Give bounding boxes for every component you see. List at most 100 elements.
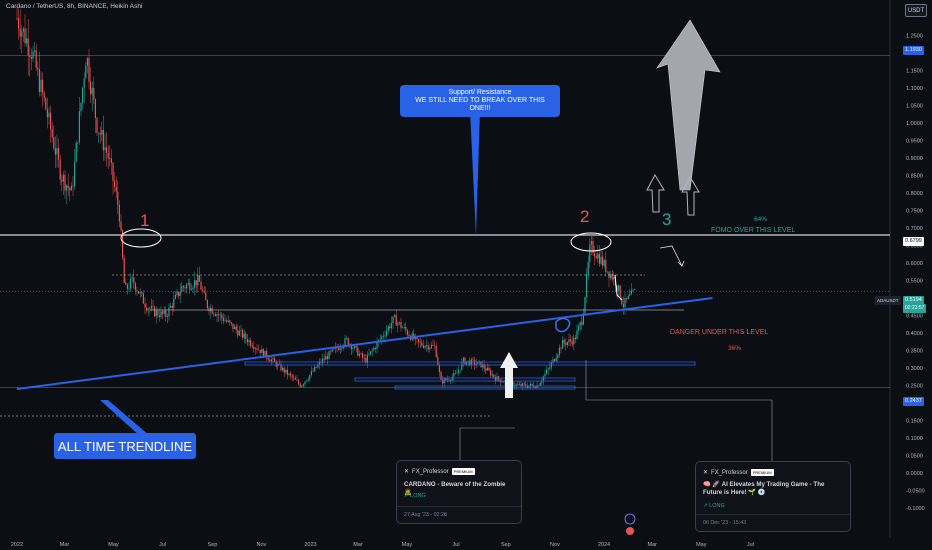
fomo-pct: 64%: [754, 216, 767, 223]
candle-body: [560, 347, 562, 349]
event-icon-1[interactable]: [624, 513, 636, 525]
candle-body: [461, 362, 463, 370]
candle-body: [123, 257, 125, 283]
candle-body: [211, 307, 213, 314]
candle-body: [632, 290, 634, 291]
price-tick-label: 1.2500: [906, 34, 923, 40]
candle-body: [19, 28, 21, 37]
candle-body: [122, 230, 124, 258]
candle-body: [90, 81, 92, 95]
candle-body: [296, 379, 298, 381]
candle-body: [205, 292, 207, 301]
candle-body: [494, 377, 496, 381]
candle-body: [624, 298, 626, 308]
idea-card-1[interactable]: ✕ FX_Professor PREMIUM CARDANO - Beware …: [396, 460, 522, 524]
candle-body: [445, 378, 447, 380]
candle-body: [374, 347, 376, 349]
candle-body: [157, 310, 159, 316]
candle-body: [477, 361, 479, 365]
candle-body: [43, 92, 45, 99]
time-tick-label: Nov: [257, 542, 267, 548]
candle-body: [173, 298, 175, 308]
candle-body: [138, 291, 140, 294]
price-tick-label: 0.4000: [906, 331, 923, 337]
time-tick-label: May: [696, 542, 707, 548]
candle-body: [206, 300, 208, 309]
idea-separator-1: [397, 506, 521, 507]
candle-body: [398, 322, 400, 323]
candle-body: [437, 356, 439, 366]
candle-body: [274, 358, 276, 362]
candle-body: [621, 298, 623, 305]
candle-body: [462, 357, 464, 363]
candle-body: [258, 349, 260, 351]
candle-body: [362, 353, 364, 359]
candle-body: [578, 326, 580, 331]
candle-body: [315, 366, 317, 368]
candle-body: [170, 305, 172, 308]
candle-body: [72, 185, 74, 187]
hand-icon: [555, 317, 571, 333]
all-time-trendline: [16, 297, 713, 390]
callout-line-1: Support/ Resistance: [448, 89, 512, 96]
candle-body: [77, 142, 79, 143]
idea-direction-1: ↗ LONG: [404, 493, 426, 499]
candle-body: [312, 371, 314, 372]
candle-body: [474, 360, 476, 365]
candle-body: [64, 174, 66, 191]
candle-body: [309, 374, 311, 380]
candle-body: [475, 364, 477, 365]
candle-body: [286, 369, 288, 375]
candle-body: [610, 274, 612, 278]
candle-body: [530, 383, 532, 386]
candle-body: [458, 370, 460, 374]
candle-body: [576, 330, 578, 340]
candle-body: [192, 287, 194, 290]
candle-body: [402, 327, 404, 329]
candle-body: [386, 330, 388, 336]
candle-body: [230, 322, 232, 324]
candle-body: [250, 340, 252, 346]
candle-body: [307, 379, 309, 381]
chart-header: Cardano / TetherUS, 8h, BINANCE, Heikin …: [6, 3, 142, 10]
top-2-ellipse: [570, 232, 612, 252]
candle-body: [46, 109, 48, 118]
candle-body: [451, 376, 453, 381]
candle-body: [112, 162, 114, 181]
candle-body: [179, 292, 181, 296]
candle-body: [53, 137, 55, 149]
candle-body: [483, 364, 485, 369]
idea-author-2: ✕ FX_Professor PREMIUM: [703, 469, 774, 476]
candle-body: [237, 329, 239, 336]
candle-body: [150, 306, 152, 309]
candle-body: [328, 351, 330, 360]
candle-body: [131, 277, 133, 279]
candle-body: [198, 275, 200, 282]
candle-body: [325, 356, 327, 360]
candle-body: [202, 289, 204, 291]
candle-body: [302, 384, 304, 386]
candle-body: [424, 346, 426, 348]
event-icon-2[interactable]: [626, 527, 634, 535]
point-2-label: 2: [580, 207, 589, 226]
candle-body: [408, 334, 410, 337]
candle-body: [517, 384, 519, 386]
candle-body: [24, 28, 26, 44]
idea-card-2[interactable]: ✕ FX_Professor PREMIUM 🧠 🚀 AI Elevates M…: [695, 461, 851, 532]
candle-body: [426, 345, 428, 347]
candle-body: [264, 350, 266, 357]
candle-body: [482, 364, 484, 368]
candle-body: [568, 339, 570, 343]
currency-button[interactable]: USDT: [905, 4, 927, 17]
candle-body: [187, 283, 189, 285]
price-tick-label: 1.0500: [906, 104, 923, 110]
time-tick-label: Jul: [747, 542, 754, 548]
time-tick-label: May: [402, 542, 413, 548]
candle-body: [363, 358, 365, 359]
candle-body: [98, 132, 100, 134]
price-tick-label: -0.0500: [906, 489, 925, 495]
fomo-text: FOMO OVER THIS LEVEL: [711, 227, 795, 234]
candle-body: [251, 345, 253, 347]
candle-body: [213, 313, 215, 315]
